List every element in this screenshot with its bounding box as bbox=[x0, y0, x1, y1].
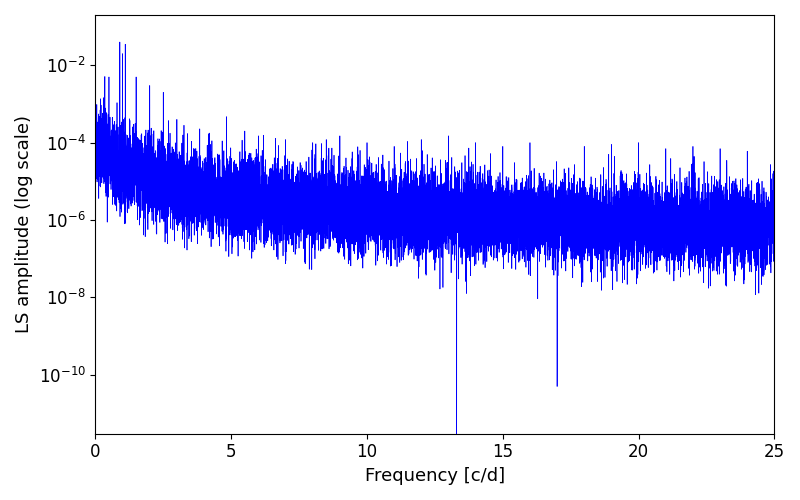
X-axis label: Frequency [c/d]: Frequency [c/d] bbox=[365, 467, 505, 485]
Y-axis label: LS amplitude (log scale): LS amplitude (log scale) bbox=[15, 116, 33, 334]
